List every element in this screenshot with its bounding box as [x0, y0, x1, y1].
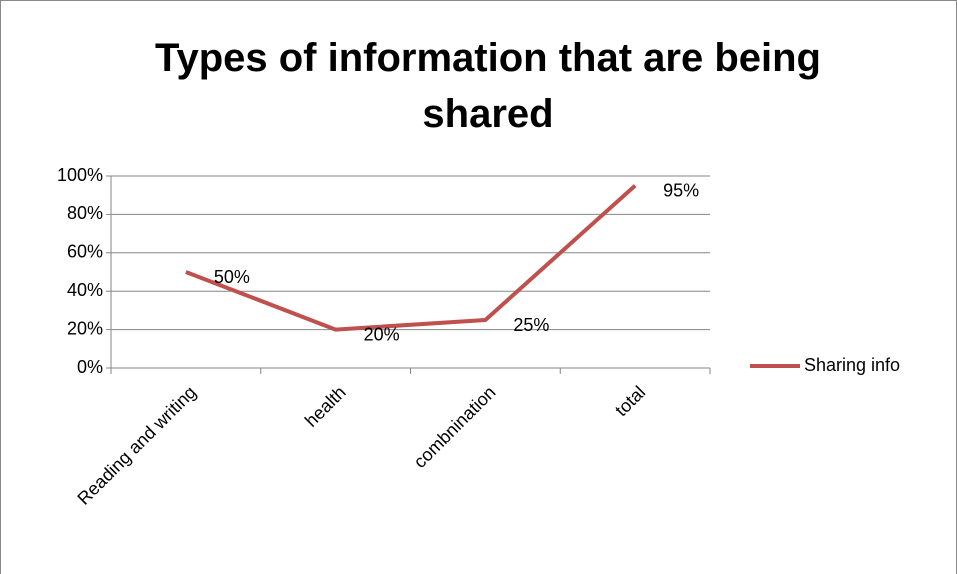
data-label: 95%: [663, 180, 699, 200]
y-tick-label: 100%: [57, 165, 103, 185]
data-label: 25%: [513, 315, 549, 335]
legend-label: Sharing info: [804, 355, 900, 375]
data-label: 20%: [364, 324, 400, 344]
x-tick-label: health: [301, 382, 350, 431]
x-tick-label: Reading and writing: [73, 382, 200, 509]
chart-title: Types of information that are being shar…: [155, 36, 821, 136]
data-label: 50%: [214, 267, 250, 287]
y-tick-label: 0%: [77, 357, 103, 377]
y-tick-label: 20%: [67, 318, 103, 338]
x-tick-label: combnination: [410, 382, 500, 472]
line: [185, 184, 637, 332]
y-tick-label: 40%: [67, 280, 103, 300]
y-tick-label: 80%: [67, 203, 103, 223]
y-tick-label: 60%: [67, 242, 103, 262]
x-tick-label: total: [611, 382, 649, 420]
